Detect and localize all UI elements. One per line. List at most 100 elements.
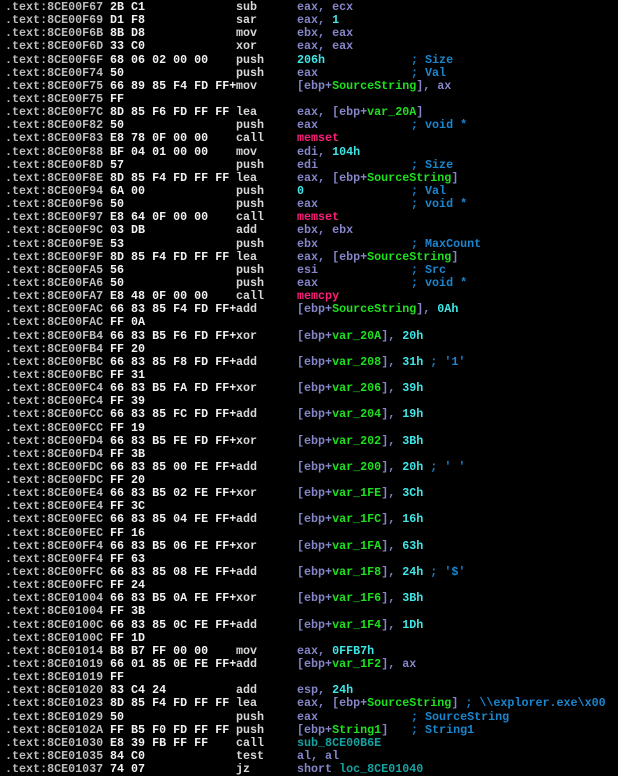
line-address[interactable]: .text:8CE01023 <box>5 696 104 711</box>
code-line[interactable]: .text:8CE00FBC 66 83 85 F8 FD FF+ add [ebp+… <box>0 354 618 369</box>
line-address[interactable]: .text:8CE00FA6 <box>5 275 104 290</box>
code-line[interactable]: .text:8CE00FF4 66 83 B5 06 FE FF+ xor [ebp+… <box>0 538 618 553</box>
code-line[interactable]: .text:8CE00FE4 FF 3C <box>0 500 618 513</box>
line-address[interactable]: .text:8CE00FF4 <box>5 551 104 566</box>
line-address[interactable]: .text:8CE00FDC <box>5 473 104 488</box>
operand-variable[interactable]: var_208 <box>332 354 382 369</box>
line-address[interactable]: .text:8CE00F97 <box>5 210 104 225</box>
operand-variable[interactable]: var_202 <box>332 433 382 448</box>
code-line[interactable]: .text:8CE00F94 6A 00 push 0 ; Val <box>0 183 618 198</box>
line-address[interactable]: .text:8CE00FF4 <box>5 538 104 553</box>
line-address[interactable]: .text:8CE00FBC <box>5 354 104 369</box>
code-line[interactable]: .text:8CE01037 74 07 jz short loc_8CE01040 <box>0 763 618 776</box>
line-address[interactable]: .text:8CE00FA7 <box>5 289 104 304</box>
code-line[interactable]: .text:8CE00FA6 50 push eax ; void * <box>0 275 618 290</box>
line-address[interactable]: .text:8CE00FDC <box>5 459 104 474</box>
code-line[interactable]: .text:8CE00F88 BF 04 01 00 00 mov edi, 104h <box>0 144 618 159</box>
code-line[interactable]: .text:8CE01020 83 C4 24 add esp, 24h <box>0 684 618 697</box>
code-line[interactable]: .text:8CE00FA5 56 push esi ; Src <box>0 262 618 277</box>
code-line[interactable]: .text:8CE00FC4 FF 39 <box>0 395 618 408</box>
code-line[interactable]: .text:8CE00F75 66 89 85 F4 FD FF+ mov [ebp+… <box>0 78 618 93</box>
operand-variable[interactable]: var_1FA <box>332 538 382 553</box>
line-address[interactable]: .text:8CE01019 <box>5 657 104 672</box>
code-line[interactable]: .text:8CE00F7C 8D 85 F6 FD FF FF lea eax, [… <box>0 105 618 120</box>
operand-variable[interactable]: SourceString <box>332 78 417 93</box>
code-line[interactable]: .text:8CE01004 66 83 B5 0A FE FF+ xor [ebp+… <box>0 592 618 605</box>
line-address[interactable]: .text:8CE00FE4 <box>5 499 104 514</box>
code-line[interactable]: .text:8CE00FE4 66 83 B5 02 FE FF+ xor [ebp+… <box>0 487 618 500</box>
line-address[interactable]: .text:8CE01035 <box>5 749 104 764</box>
operand-import-function[interactable]: memcpy <box>297 289 340 304</box>
operand-variable[interactable]: SourceString <box>367 696 452 711</box>
code-line[interactable]: .text:8CE01019 FF <box>0 671 618 684</box>
code-line[interactable]: .text:8CE00F83 E8 78 0F 00 00 call memset <box>0 132 618 145</box>
line-address[interactable]: .text:8CE00F8D <box>5 157 104 172</box>
line-address[interactable]: .text:8CE00FD4 <box>5 433 104 448</box>
line-address[interactable]: .text:8CE00F88 <box>5 144 104 159</box>
code-line[interactable]: .text:8CE00FDC FF 20 <box>0 473 618 488</box>
line-address[interactable]: .text:8CE00F96 <box>5 197 104 212</box>
line-address[interactable]: .text:8CE01030 <box>5 735 104 750</box>
operand-variable[interactable]: var_1F2 <box>332 657 382 672</box>
line-address[interactable]: .text:8CE01019 <box>5 670 104 685</box>
operand-variable[interactable]: var_206 <box>332 381 382 396</box>
line-address[interactable]: .text:8CE00FEC <box>5 525 104 540</box>
line-address[interactable]: .text:8CE00F7C <box>5 105 104 120</box>
line-address[interactable]: .text:8CE00F9E <box>5 236 104 251</box>
code-line[interactable]: .text:8CE00FCC 66 83 85 FC FD FF+ add [ebp+… <box>0 408 618 421</box>
code-line[interactable]: .text:8CE00F6F 68 06 02 00 00 push 206h ; Si… <box>0 53 618 67</box>
line-address[interactable]: .text:8CE01004 <box>5 604 104 619</box>
code-line[interactable]: .text:8CE00FAC FF 0A <box>0 316 618 329</box>
code-line[interactable]: .text:8CE00FD4 FF 3B <box>0 446 618 461</box>
line-address[interactable]: .text:8CE01020 <box>5 683 104 698</box>
line-address[interactable]: .text:8CE00FA5 <box>5 262 104 277</box>
line-address[interactable]: .text:8CE00F9F <box>5 249 104 264</box>
operand-variable[interactable]: var_204 <box>332 407 382 422</box>
code-line[interactable]: .text:8CE00FEC 66 83 85 04 FE FF+ add [ebp+… <box>0 513 618 526</box>
line-address[interactable]: .text:8CE00FC4 <box>5 381 104 396</box>
line-address[interactable]: .text:8CE00F75 <box>5 78 104 93</box>
line-address[interactable]: .text:8CE0100C <box>5 617 104 632</box>
line-address[interactable]: .text:8CE01037 <box>5 762 104 776</box>
line-address[interactable]: .text:8CE00F67 <box>5 0 104 14</box>
line-address[interactable]: .text:8CE00FC4 <box>5 394 104 409</box>
operand-variable[interactable]: var_1F8 <box>332 565 382 580</box>
code-line[interactable]: .text:8CE01014 B8 B7 FF 00 00 mov eax, 0FFB… <box>0 644 618 658</box>
code-line[interactable]: .text:8CE00F6B 8B D8 mov ebx, eax <box>0 27 618 40</box>
line-address[interactable]: .text:8CE00F94 <box>5 183 104 198</box>
line-address[interactable]: .text:8CE00FCC <box>5 420 104 435</box>
code-line[interactable]: .text:8CE00F75 FF <box>0 91 618 106</box>
code-line[interactable]: .text:8CE00FFC 66 83 85 08 FE FF+ add [ebp+… <box>0 565 618 580</box>
operand-variable[interactable]: var_1FE <box>332 486 382 501</box>
operand-code-reference[interactable]: sub_8CE00B6E <box>297 735 382 750</box>
code-line[interactable]: .text:8CE00FAC 66 83 85 F4 FD FF+ add [ebp+… <box>0 303 618 316</box>
line-address[interactable]: .text:8CE00FD4 <box>5 446 104 461</box>
line-address[interactable]: .text:8CE00FFC <box>5 578 104 593</box>
line-address[interactable]: .text:8CE00F75 <box>5 91 104 106</box>
code-line[interactable]: .text:8CE01023 8D 85 F4 FD FF FF lea eax, [… <box>0 697 618 710</box>
code-line[interactable]: .text:8CE00FC4 66 83 B5 FA FD FF+ xor [ebp+… <box>0 381 618 396</box>
line-address[interactable]: .text:8CE00F9C <box>5 223 104 238</box>
line-address[interactable]: .text:8CE00FAC <box>5 315 104 330</box>
code-line[interactable]: .text:8CE00F74 50 push eax ; Val <box>0 66 618 80</box>
line-address[interactable]: .text:8CE0102A <box>5 722 104 737</box>
line-address[interactable]: .text:8CE00FEC <box>5 512 104 527</box>
line-address[interactable]: .text:8CE00FB4 <box>5 328 104 343</box>
line-address[interactable]: .text:8CE01004 <box>5 591 104 606</box>
code-line[interactable]: .text:8CE00FD4 66 83 B5 FE FD FF+ xor [ebp+… <box>0 433 618 448</box>
operand-variable[interactable]: var_20A <box>332 328 382 343</box>
operand-import-function[interactable]: memset <box>297 210 340 225</box>
line-address[interactable]: .text:8CE00F6D <box>5 39 104 54</box>
code-line[interactable]: .text:8CE00F9C 03 DB add ebx, ebx <box>0 224 618 237</box>
code-line[interactable]: .text:8CE01004 FF 3B <box>0 605 618 618</box>
code-line[interactable]: .text:8CE00F97 E8 64 0F 00 00 call memset <box>0 211 618 224</box>
operand-variable[interactable]: SourceString <box>332 302 417 317</box>
operand-variable[interactable]: SourceString <box>367 249 452 264</box>
operand-variable[interactable]: var_20A <box>367 105 417 120</box>
code-line[interactable]: .text:8CE00FDC 66 83 85 00 FE FF+ add [ebp+… <box>0 459 618 474</box>
line-address[interactable]: .text:8CE00FBC <box>5 367 104 382</box>
line-address[interactable]: .text:8CE0100C <box>5 630 104 645</box>
line-address[interactable]: .text:8CE00F69 <box>5 13 104 28</box>
code-line[interactable]: .text:8CE00F67 2B C1 sub eax, ecx <box>0 0 618 14</box>
